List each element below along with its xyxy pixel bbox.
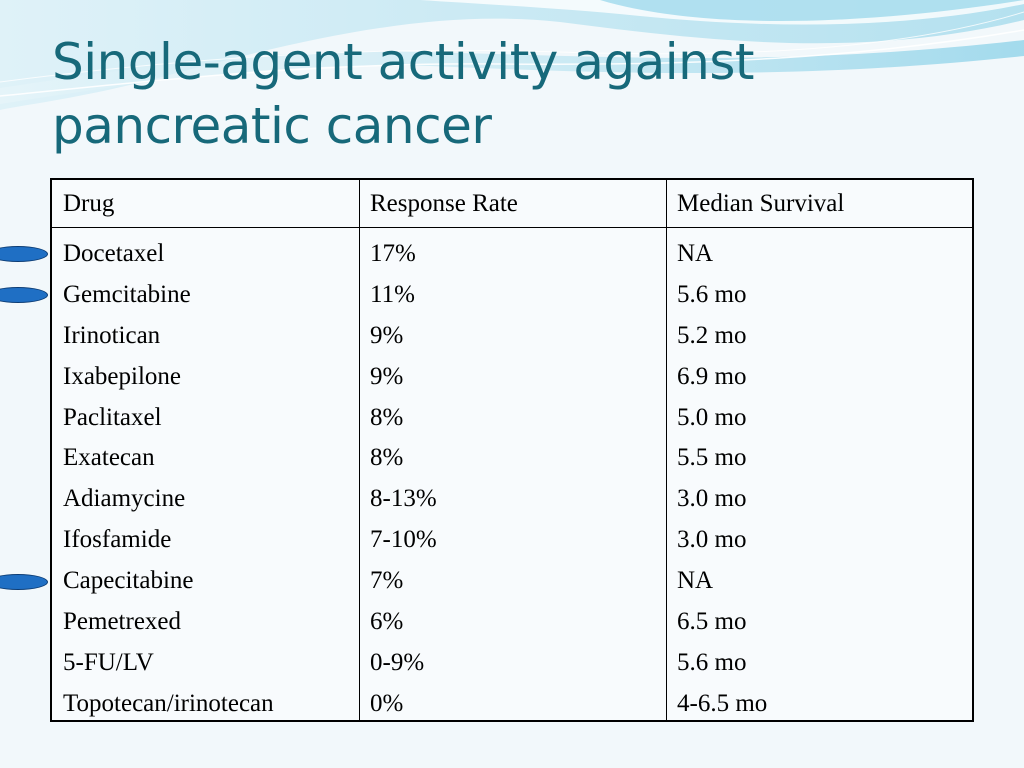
response-rate-cell: 9% bbox=[370, 321, 404, 349]
drug-cell: Exatecan bbox=[63, 444, 155, 472]
median-survival-cell: 5.6 mo bbox=[677, 648, 747, 676]
drug-cell: Topotecan/irinotecan bbox=[63, 689, 274, 717]
drug-cell: Irinotican bbox=[63, 321, 161, 349]
median-survival-cell: 3.0 mo bbox=[677, 485, 747, 513]
median-survival-cell: 5.6 mo bbox=[677, 280, 747, 308]
response-rate-cell: 0-9% bbox=[370, 648, 425, 676]
drug-cell: Capecitabine bbox=[63, 567, 194, 595]
slide-title-line-1: Single-agent activity against bbox=[52, 33, 755, 91]
response-rate-cell: 0% bbox=[370, 689, 404, 717]
response-rate-cell: 7-10% bbox=[370, 526, 437, 554]
header-median-survival: Median Survival bbox=[677, 190, 845, 217]
table-header-row bbox=[52, 180, 972, 228]
response-rate-cell: 9% bbox=[370, 362, 404, 390]
median-survival-column: NA 5.6 mo 5.2 mo 6.9 mo 5.0 mo 5.5 mo 3.0 mo 3.… bbox=[677, 234, 767, 725]
response-rate-cell: 8% bbox=[370, 403, 404, 431]
median-survival-cell: NA bbox=[677, 567, 714, 595]
median-survival-cell: 5.5 mo bbox=[677, 444, 747, 472]
response-rate-cell: 6% bbox=[370, 608, 404, 636]
slide-title-line-2: pancreatic cancer bbox=[52, 97, 492, 155]
drug-cell: Docetaxel bbox=[63, 240, 165, 267]
header-response-rate: Response Rate bbox=[370, 190, 518, 217]
column-divider-1 bbox=[359, 180, 360, 720]
median-survival-cell: 3.0 mo bbox=[677, 526, 747, 554]
drug-cell: Ifosfamide bbox=[63, 526, 172, 554]
response-rate-column: 17% 11% 9% 9% 8% 8% 8-13% 7-10% 7% 6% 0-9% 0% bbox=[370, 234, 437, 725]
response-rate-cell: 7% bbox=[370, 567, 404, 595]
drug-cell: Gemcitabine bbox=[63, 280, 191, 308]
median-survival-cell: 6.5 mo bbox=[677, 608, 747, 636]
drug-cell: Adiamycine bbox=[63, 485, 186, 513]
drug-cell: Pemetrexed bbox=[63, 608, 182, 636]
median-survival-cell: 5.0 mo bbox=[677, 403, 747, 431]
drug-activity-table: Drug Response Rate Median Survival Docet… bbox=[50, 178, 974, 722]
drug-column: Docetaxel Gemcitabine Irinotican Ixabepilon… bbox=[63, 234, 274, 725]
median-survival-cell: 4-6.5 mo bbox=[677, 689, 768, 717]
slide-title: Single-agent activity against pancreatic… bbox=[52, 30, 992, 158]
drug-cell: Ixabepilone bbox=[63, 362, 182, 390]
median-survival-cell: 5.2 mo bbox=[677, 321, 747, 349]
response-rate-cell: 17% bbox=[370, 240, 416, 267]
median-survival-cell: 6.9 mo bbox=[677, 362, 747, 390]
response-rate-cell: 8% bbox=[370, 444, 404, 472]
response-rate-cell: 11% bbox=[370, 280, 415, 308]
header-drug: Drug bbox=[63, 190, 115, 217]
row-highlight-marker bbox=[0, 573, 48, 590]
drug-cell: Paclitaxel bbox=[63, 403, 162, 431]
response-rate-cell: 8-13% bbox=[370, 485, 437, 513]
median-survival-cell: NA bbox=[677, 240, 714, 267]
column-divider-2 bbox=[666, 180, 667, 720]
drug-cell: 5-FU/LV bbox=[63, 648, 154, 676]
